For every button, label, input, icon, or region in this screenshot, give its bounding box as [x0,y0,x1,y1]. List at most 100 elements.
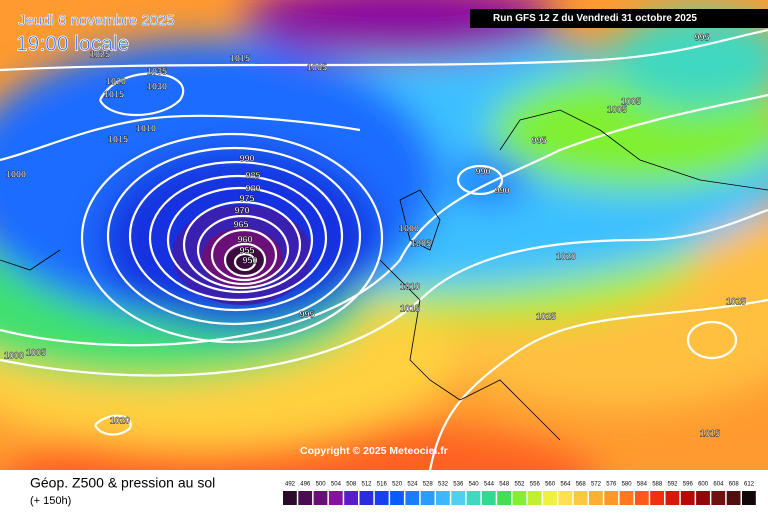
scale-label: 564 [560,482,571,488]
isobar-label: 995 [694,32,709,42]
scale-label: 572 [591,482,602,488]
scale-swatch [680,491,695,505]
scale-swatch [420,491,435,505]
color-scale: 492 496 500 504 508 512 516 520 524 528 532 536 540 5… [283,482,756,505]
isobar-label: 1005 [621,96,641,106]
scale-swatch [634,491,649,505]
copyright: Copyright © 2025 Meteociel.fr [300,445,448,457]
scale-label: 604 [713,482,724,488]
scale-label: 500 [316,482,327,488]
isobar-label: 1015 [400,303,420,313]
scale-swatch [359,491,374,505]
isobar-label: 980 [245,183,260,193]
scale-label: 556 [530,482,541,488]
isobar-label: 1025 [536,311,556,321]
scale-swatch [604,491,619,505]
scale-label: 536 [453,482,464,488]
scale-swatch [497,491,511,505]
isobar-labels: 1025 1035 1020 1030 1015 1015 1005 1010 1015 1000… [4,32,746,438]
isobar-label: 1030 [147,81,167,91]
isobar-label: 965 [233,219,248,229]
isobar-label: 1010 [136,123,156,133]
footer-title: Géop. Z500 & pression au sol [30,475,215,491]
date: Jeudi 6 novembre 2025 [18,12,175,29]
isobar-label: 995 [531,135,546,145]
footer-subtitle: (+ 150h) [30,495,71,507]
isobar-label: 1025 [726,296,746,306]
scale-swatch [665,491,680,505]
scale-swatch [481,491,496,505]
isobar-label: 1000 [6,169,26,179]
scale-label: 596 [683,482,694,488]
isobar-label: 1020 [106,76,126,86]
scale-label: 524 [407,482,418,488]
scale-label: 560 [545,482,556,488]
isobar-label: 1015 [104,89,124,99]
scale-label: 532 [438,482,449,488]
scale-label: 528 [423,482,434,488]
scale-swatch [726,491,741,505]
scale-label: 520 [392,482,403,488]
scale-swatch [650,491,664,505]
isobar-label: 1015 [108,134,128,144]
scale-label: 552 [514,482,525,488]
scale-label: 584 [637,482,648,488]
isobar-label: 1015 [230,53,250,63]
scale-swatch [374,491,389,505]
scale-swatch [573,491,588,505]
scale-label: 600 [698,482,709,488]
scale-swatch [543,491,557,505]
time: 19:00 locale [16,33,129,56]
scale-swatch [298,491,313,505]
scale-label: 580 [622,482,633,488]
scale-label: 504 [331,482,342,488]
scale-label: 588 [652,482,663,488]
scale-label: 612 [744,482,755,488]
isobar-label: 970 [234,205,249,215]
isobar-label: 975 [239,193,254,203]
isobar-label: 1005 [26,347,46,357]
isobar-label: 995 [299,309,314,319]
scale-label: 512 [361,482,372,488]
isobar-label: 1000 [4,350,24,360]
isobar-label: 990 [494,185,509,195]
scale-label: 540 [469,482,480,488]
isobar-label: 1035 [147,66,167,76]
scale-swatch [742,491,756,505]
scale-label: 576 [606,482,617,488]
isobar-label: 1005 [411,238,431,248]
scale-swatch [436,491,450,505]
scale-swatch [283,491,297,505]
scale-label: 496 [300,482,311,488]
scale-label: 592 [667,482,678,488]
isobar-label: 960 [237,234,252,244]
scale-swatch [589,491,603,505]
scale-label: 544 [484,482,495,488]
isobar-label: 990 [475,166,490,176]
scale-swatch [405,491,420,505]
scale-swatch [558,491,573,505]
isobar-label: 1010 [400,281,420,291]
isobar-label: 1000 [399,223,419,233]
scale-swatch [466,491,481,505]
run-info: Run GFS 12 Z du Vendredi 31 octobre 2025 [493,13,697,24]
isobars [0,28,768,470]
isobar-label: 955 [239,245,254,255]
scale-swatch [451,491,466,505]
run-box [470,9,768,28]
scale-swatch [711,491,726,505]
isobar-label: 1005 [607,104,627,114]
scale-label: 548 [499,482,510,488]
isobar-label: 950 [242,255,257,265]
isobar-label: 1025 [90,49,110,59]
scale-label: 568 [576,482,587,488]
scale-swatch [527,491,542,505]
scale-swatch [512,491,527,505]
isobar-label: 1020 [110,415,130,425]
isobar-label: 1005 [307,62,327,72]
scale-label: 508 [346,482,357,488]
scale-label: 608 [729,482,740,488]
isobar-label: 990 [239,153,254,163]
